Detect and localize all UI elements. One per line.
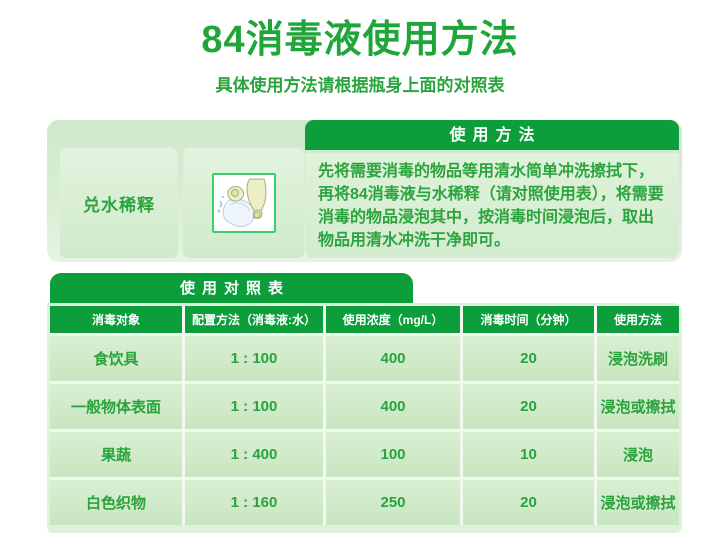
table-cell: 20 [463, 384, 594, 429]
comparison-table-grid: 消毒对象 配置方法（消毒液:水） 使用浓度（mg/L） 消毒时间（分钟） 使用方… [50, 306, 679, 525]
usage-method-header: 使用方法 [305, 120, 679, 150]
table-cell: 果蔬 [50, 432, 182, 477]
table-cell: 浸泡或擦拭 [597, 384, 679, 429]
hands-washing-illustration [217, 178, 266, 228]
table-cell: 10 [463, 432, 594, 477]
table-cell: 1 : 100 [185, 384, 323, 429]
column-header-target: 消毒对象 [50, 306, 182, 333]
column-header-concentration: 使用浓度（mg/L） [326, 306, 460, 333]
comparison-table: 消毒对象 配置方法（消毒液:水） 使用浓度（mg/L） 消毒时间（分钟） 使用方… [47, 303, 682, 533]
page-title: 84消毒液使用方法 [201, 19, 519, 61]
table-cell: 浸泡洗刷 [597, 336, 679, 381]
table-cell: 1 : 100 [185, 336, 323, 381]
usage-method-panel: 兑水稀释 [47, 120, 682, 262]
table-cell: 20 [463, 336, 594, 381]
table-cell: 20 [463, 480, 594, 525]
illustration-box [183, 148, 304, 258]
table-cell: 白色织物 [50, 480, 182, 525]
table-cell: 1 : 160 [185, 480, 323, 525]
illustration-frame [211, 173, 276, 233]
table-cell: 一般物体表面 [50, 384, 182, 429]
table-cell: 浸泡或擦拭 [597, 480, 679, 525]
table-cell: 400 [326, 336, 460, 381]
table-cell: 250 [326, 480, 460, 525]
table-cell: 400 [326, 384, 460, 429]
page-subtitle: 具体使用方法请根据瓶身上面的对照表 [215, 76, 505, 95]
column-header-method: 使用方法 [597, 306, 679, 333]
column-header-ratio: 配置方法（消毒液:水） [185, 306, 323, 333]
usage-method-text: 先将需要消毒的物品等用清水简单冲洗擦拭下，再将84消毒液与水稀释（请对照使用表）… [305, 153, 679, 258]
table-cell: 浸泡 [597, 432, 679, 477]
dilution-label: 兑水稀释 [83, 195, 155, 215]
table-cell: 1 : 400 [185, 432, 323, 477]
table-cell: 100 [326, 432, 460, 477]
dilution-label-box: 兑水稀释 [60, 148, 178, 258]
column-header-time: 消毒时间（分钟） [463, 306, 594, 333]
comparison-table-tab: 使用对照表 [50, 273, 413, 303]
table-cell: 食饮具 [50, 336, 182, 381]
